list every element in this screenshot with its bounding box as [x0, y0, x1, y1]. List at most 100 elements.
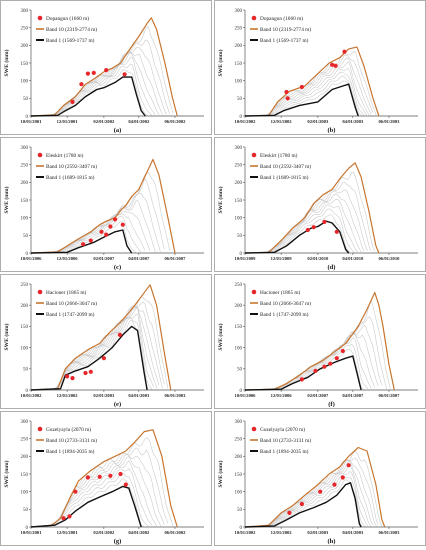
legend-label-station: Hacioner (1865 m) [260, 289, 301, 296]
legend-label-band10: Band 10 (2666-3047 m) [260, 300, 311, 307]
x-tick-label: 10/01/2001 [21, 119, 43, 124]
x-tick-label: 12/01/2001 [57, 119, 79, 124]
chart-panel: 0 50 100 150 200 250 SWE (mm) 10/01/2002 12/01/2… [0, 274, 212, 409]
x-tick-label: 02/01/2002 [93, 530, 115, 535]
legend-label-band1: Band 1 (1689-1815 m) [260, 174, 309, 181]
y-tick-label: 0 [240, 389, 243, 394]
x-tick-label: 10/01/2001 [21, 530, 43, 535]
station-point [328, 361, 333, 366]
station-point [83, 370, 88, 376]
station-point [67, 514, 72, 519]
x-tick-label: 06/01/2003 [379, 119, 401, 124]
y-tick-label: 100 [235, 79, 243, 84]
y-tick-label: 150 [21, 62, 29, 67]
y-tick-label: 250 [235, 437, 243, 442]
station-point [299, 501, 304, 507]
legend-label-band10: Band 10 (2733-3131 m) [46, 437, 97, 444]
band10-series-line [244, 446, 386, 528]
panel-label: (b) [328, 127, 336, 134]
y-tick-label: 150 [235, 473, 243, 478]
legend-label-band10: Band 10 (2666-3047 m) [46, 300, 97, 307]
band1-series-line [30, 485, 142, 528]
x-tick-label: 12/01/2002 [57, 393, 79, 398]
x-tick-label: 12/01/2006 [271, 393, 293, 398]
x-tick-label: 12/01/2001 [57, 530, 79, 535]
x-tick-label: 06/01/2003 [165, 393, 187, 398]
station-point [120, 222, 125, 227]
station-point [330, 62, 335, 67]
station-point [123, 482, 128, 487]
panel-frame [214, 137, 426, 272]
station-point [117, 332, 122, 337]
x-tick-label: 10/01/2006 [235, 393, 257, 398]
y-tick-label: 150 [21, 473, 29, 478]
station-point [334, 356, 339, 361]
y-tick-label: 250 [235, 26, 243, 31]
legend-marker-station [251, 426, 257, 432]
y-tick-label: 50 [237, 97, 243, 102]
y-axis-label: SWE (mm) [217, 323, 224, 350]
y-axis-label: SWE (mm) [3, 323, 10, 350]
y-tick-label: 250 [21, 437, 29, 442]
legend-marker-station [37, 289, 43, 295]
y-tick-label: 100 [21, 216, 29, 221]
station-point [104, 68, 109, 73]
band1-series-line [244, 83, 359, 117]
legend-label-band10: Band 10 (2319-2774 m) [46, 26, 97, 33]
y-tick-label: 0 [26, 526, 29, 531]
y-tick-label: 250 [21, 163, 29, 168]
legend-label-station: Dopangun (1660 m) [46, 15, 89, 22]
y-tick-label: 300 [21, 420, 29, 425]
y-tick-label: 250 [21, 26, 29, 31]
y-tick-label: 200 [21, 181, 29, 186]
chart-panel: 0 50 100 150 200 250 300 SWE (mm) 10/01/2001 12/0… [0, 0, 212, 135]
station-point [65, 374, 70, 379]
y-tick-label: 100 [235, 216, 243, 221]
y-tick-label: 300 [235, 146, 243, 151]
y-tick-label: 50 [23, 97, 29, 102]
panel-label: (f) [328, 401, 335, 408]
station-point [299, 84, 304, 90]
band1-series-line [30, 229, 133, 254]
x-tick-label: 04/01/2003 [342, 530, 364, 535]
station-point [99, 229, 104, 234]
x-tick-label: 10/01/2002 [21, 393, 43, 398]
station-point [70, 99, 75, 104]
band1-series-line [30, 76, 146, 117]
y-tick-label: 0 [26, 252, 29, 257]
chart-panel: 0 50 100 150 200 250 SWE (mm) 10/01/2006 12/01/2… [214, 274, 426, 409]
legend-label-band10: Band 10 (2733-3131 m) [260, 437, 311, 444]
band10-series-line [244, 291, 395, 391]
panel-frame [0, 411, 212, 546]
y-tick-label: 300 [235, 420, 243, 425]
panel-frame [0, 137, 212, 272]
x-tick-label: 02/01/2002 [93, 119, 115, 124]
band10-series-line [244, 162, 380, 254]
station-point [81, 242, 86, 247]
y-tick-label: 100 [235, 346, 243, 351]
station-point [287, 510, 292, 515]
band10-series-line [244, 46, 380, 117]
y-tick-label: 50 [237, 368, 243, 373]
x-tick-label: 06/01/2007 [165, 256, 187, 261]
station-point [79, 82, 84, 87]
legend-label-station: Guzelyayla (2070 m) [260, 426, 305, 433]
legend-marker-station [251, 152, 257, 158]
station-point [108, 473, 113, 478]
y-axis-label: SWE (mm) [3, 460, 10, 487]
y-tick-label: 100 [21, 490, 29, 495]
station-point [346, 463, 351, 468]
y-tick-label: 100 [235, 490, 243, 495]
station-point [311, 225, 316, 230]
y-tick-label: 50 [23, 368, 29, 373]
y-tick-label: 0 [240, 526, 243, 531]
legend-marker-station [37, 15, 43, 21]
station-point [101, 356, 106, 361]
y-axis-label: SWE (mm) [3, 186, 10, 213]
station-point [305, 227, 310, 233]
panel-label: (h) [328, 538, 336, 545]
station-point [340, 348, 345, 354]
x-tick-label: 04/01/2010 [342, 256, 364, 261]
station-point [284, 89, 289, 95]
chart-panel: 0 50 100 150 200 250 300 SWE (mm) 10/01/2006 12/0… [0, 137, 212, 272]
